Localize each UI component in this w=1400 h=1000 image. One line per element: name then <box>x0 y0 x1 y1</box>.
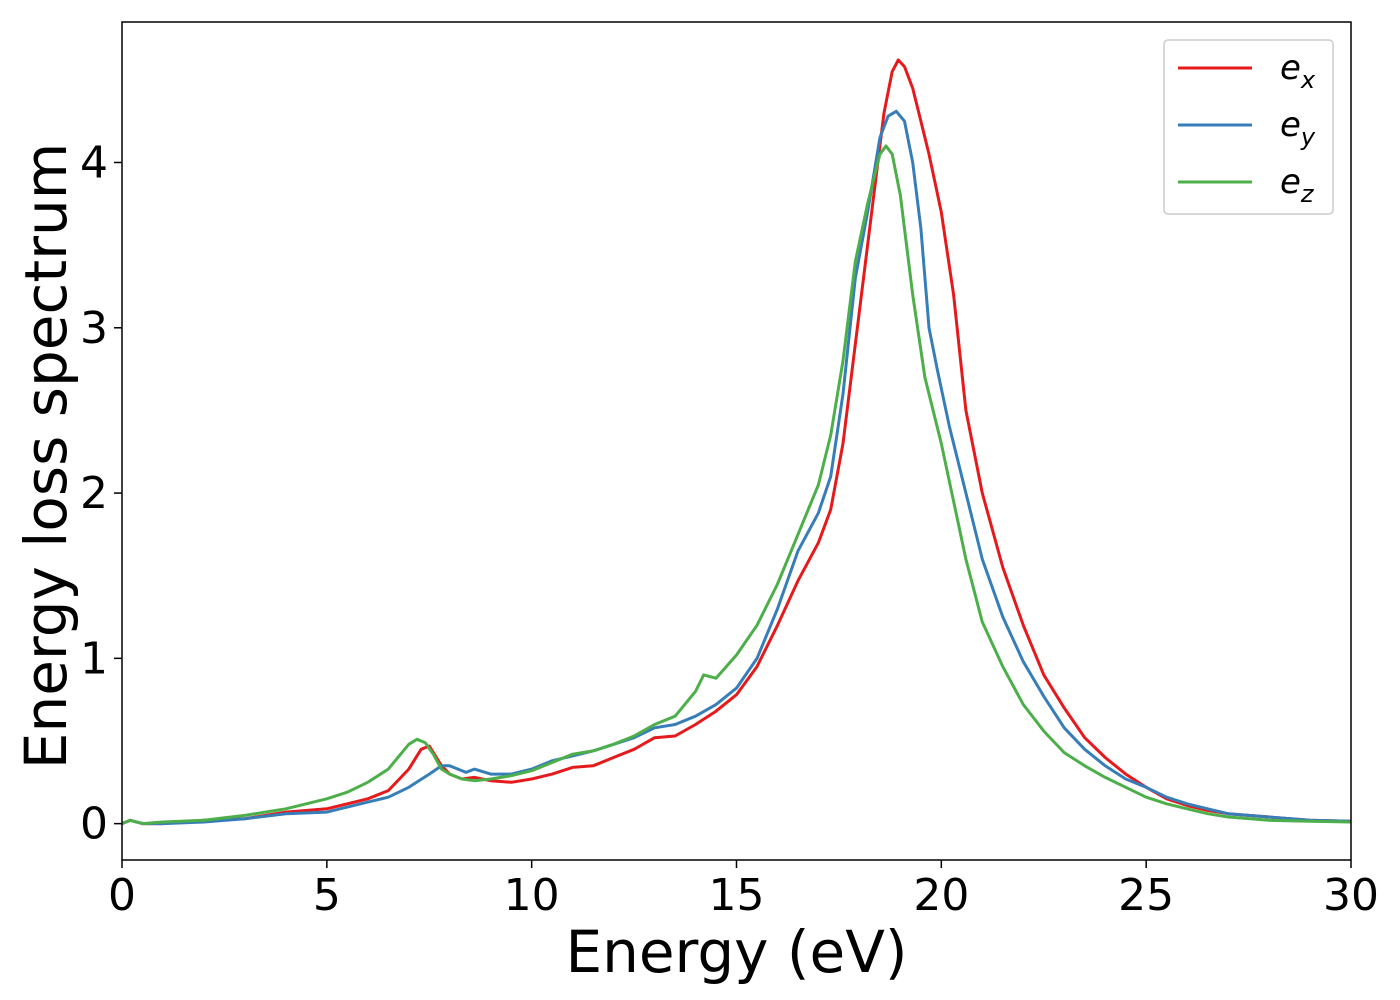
legend-label-e-y: ey <box>1280 105 1316 151</box>
series-line-e-y <box>122 109 1351 826</box>
legend-label-subscript: x <box>1300 66 1316 94</box>
series-line-e-z <box>122 144 1351 826</box>
y-axis-ticks: 0 1 2 3 4 <box>80 137 122 850</box>
legend-label-base: e <box>1280 48 1301 88</box>
x-axis-ticks: 0 5 10 15 20 25 30 <box>108 860 1379 921</box>
y-tick-label: 4 <box>80 137 108 188</box>
y-tick-label: 1 <box>80 633 108 684</box>
y-tick-label: 0 <box>80 799 108 850</box>
series-line-e-x <box>122 58 1351 826</box>
legend-label-base: e <box>1280 105 1301 145</box>
legend-label-subscript: z <box>1300 180 1315 208</box>
legend-label-base: e <box>1280 162 1301 202</box>
y-tick-label: 2 <box>80 468 108 519</box>
y-axis-label: Energy loss spectrum <box>12 143 80 769</box>
x-tick-label: 20 <box>913 870 969 921</box>
x-tick-label: 10 <box>504 870 560 921</box>
x-tick-label: 15 <box>709 870 765 921</box>
x-tick-label: 5 <box>313 870 341 921</box>
y-tick-label: 3 <box>80 303 108 354</box>
series-layer <box>122 58 1351 826</box>
x-tick-label: 25 <box>1118 870 1174 921</box>
legend-label-subscript: y <box>1300 123 1316 151</box>
x-tick-label: 0 <box>108 870 136 921</box>
legend-label-e-z: ez <box>1280 162 1315 208</box>
x-axis-label: Energy (eV) <box>565 918 907 986</box>
legend-label-e-x: ex <box>1280 48 1316 94</box>
legend-box <box>1163 39 1334 215</box>
x-tick-label: 30 <box>1323 870 1379 921</box>
